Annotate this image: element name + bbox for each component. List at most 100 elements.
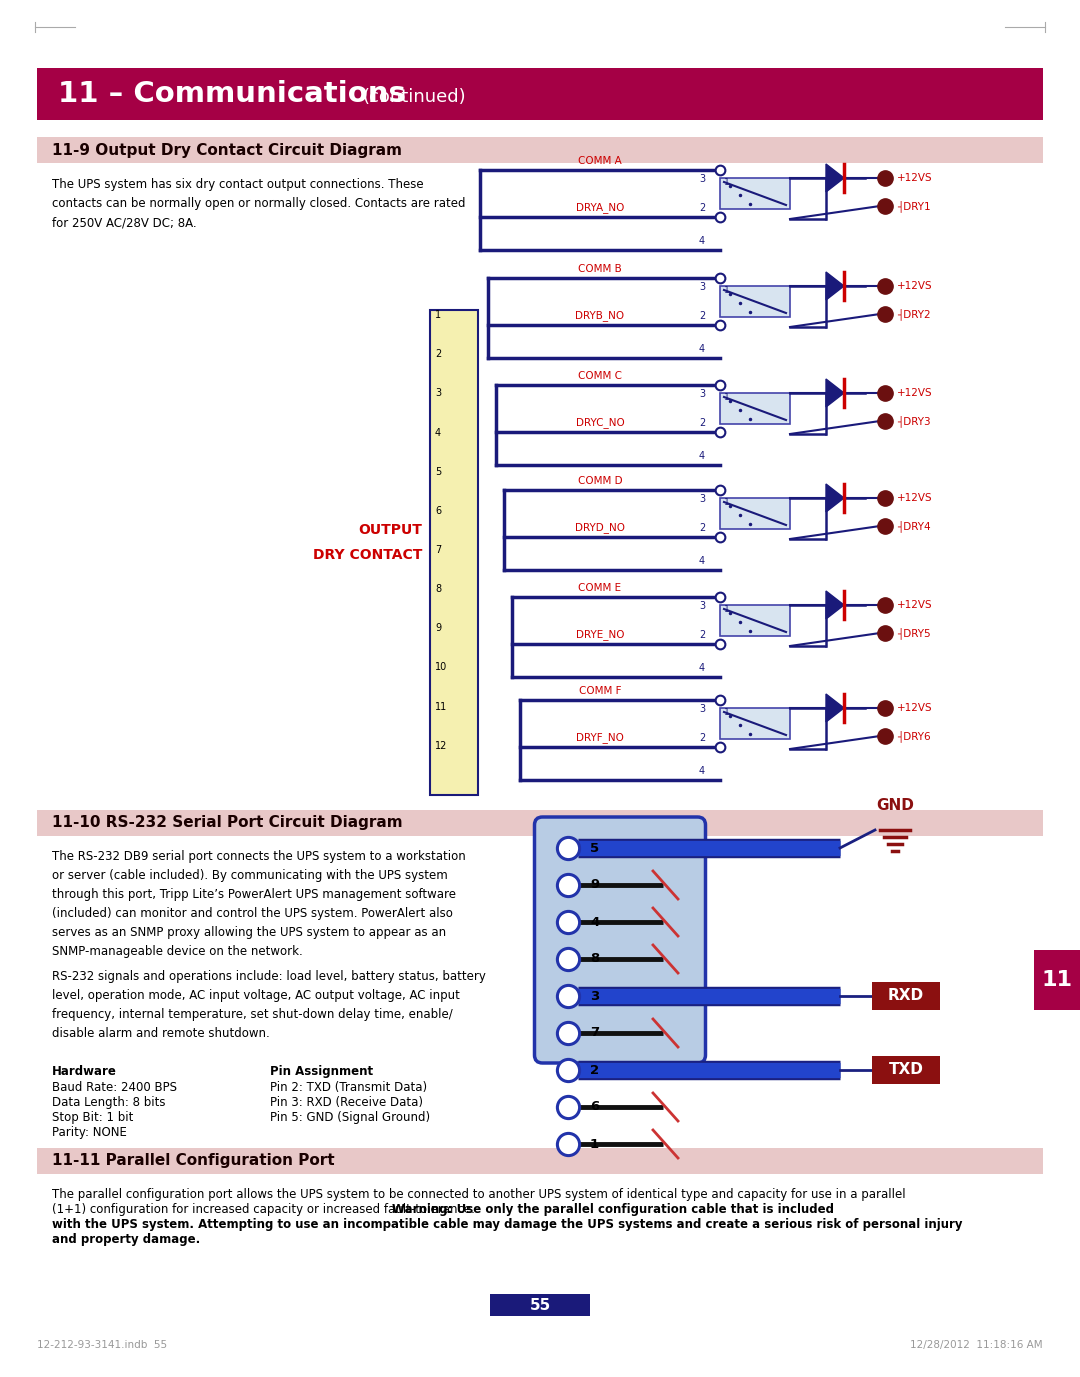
Text: 9: 9 xyxy=(435,624,441,633)
Text: Warning: Use only the parallel configuration cable that is included: Warning: Use only the parallel configura… xyxy=(392,1203,834,1216)
Text: 4: 4 xyxy=(699,452,705,461)
Text: 4: 4 xyxy=(699,556,705,566)
Bar xyxy=(37,1148,1043,1175)
Text: 11-10 RS-232 Serial Port Circuit Diagram: 11-10 RS-232 Serial Port Circuit Diagram xyxy=(52,815,403,830)
Text: 11-11 Parallel Configuration Port: 11-11 Parallel Configuration Port xyxy=(52,1154,335,1169)
Text: 3: 3 xyxy=(699,600,705,611)
Text: 6: 6 xyxy=(435,505,441,516)
Text: 1: 1 xyxy=(724,286,730,295)
Text: 2: 2 xyxy=(590,1063,599,1077)
Text: Data Length: 8 bits: Data Length: 8 bits xyxy=(52,1096,165,1108)
Text: (continued): (continued) xyxy=(363,88,467,106)
Text: +12VS: +12VS xyxy=(897,493,933,503)
Bar xyxy=(720,286,789,317)
Text: 4: 4 xyxy=(699,662,705,673)
Text: 4: 4 xyxy=(590,916,599,928)
Text: 2: 2 xyxy=(699,311,705,321)
Text: +12VS: +12VS xyxy=(897,600,933,610)
Bar xyxy=(720,498,789,529)
Text: ┤DRY3: ┤DRY3 xyxy=(897,414,931,427)
Text: 9: 9 xyxy=(590,879,599,891)
Text: The parallel configuration port allows the UPS system to be connected to another: The parallel configuration port allows t… xyxy=(52,1188,906,1201)
Bar xyxy=(720,178,789,209)
Text: 3: 3 xyxy=(699,388,705,399)
Polygon shape xyxy=(826,164,843,191)
Text: 3: 3 xyxy=(699,494,705,504)
Text: Pin 5: GND (Signal Ground): Pin 5: GND (Signal Ground) xyxy=(270,1111,430,1124)
Text: 4: 4 xyxy=(435,427,441,438)
Polygon shape xyxy=(826,273,843,300)
Text: 1: 1 xyxy=(724,605,730,614)
Text: 5: 5 xyxy=(435,467,442,476)
Text: COMM F: COMM F xyxy=(579,686,621,695)
Text: DRYD_NO: DRYD_NO xyxy=(575,522,625,533)
Text: 7: 7 xyxy=(590,1026,599,1040)
Bar xyxy=(720,392,789,424)
Bar xyxy=(430,310,478,795)
Text: 1: 1 xyxy=(724,392,730,402)
Text: 2: 2 xyxy=(699,631,705,640)
Polygon shape xyxy=(826,591,843,620)
Text: ┤DRY1: ┤DRY1 xyxy=(897,200,931,212)
Text: COMM E: COMM E xyxy=(579,582,622,593)
Text: DRYB_NO: DRYB_NO xyxy=(576,310,624,321)
Text: DRYA_NO: DRYA_NO xyxy=(576,202,624,213)
Text: 1: 1 xyxy=(724,498,730,507)
Text: 10: 10 xyxy=(435,662,447,672)
Text: 12/28/2012  11:18:16 AM: 12/28/2012 11:18:16 AM xyxy=(910,1340,1043,1349)
Text: 8: 8 xyxy=(435,584,441,593)
Text: ┤DRY6: ┤DRY6 xyxy=(897,730,931,742)
Text: 4: 4 xyxy=(699,766,705,777)
Bar xyxy=(37,136,1043,162)
Text: COMM C: COMM C xyxy=(578,370,622,381)
Text: COMM D: COMM D xyxy=(578,476,622,486)
Text: 2: 2 xyxy=(435,350,442,359)
Text: 11: 11 xyxy=(1041,969,1072,990)
Text: OUTPUT: OUTPUT xyxy=(359,523,422,537)
Text: 1: 1 xyxy=(724,708,730,717)
Text: TXD: TXD xyxy=(889,1063,923,1077)
Bar xyxy=(720,605,789,636)
Text: with the UPS system. Attempting to use an incompatible cable may damage the UPS : with the UPS system. Attempting to use a… xyxy=(52,1219,962,1231)
Text: 1: 1 xyxy=(590,1137,599,1151)
Text: 11-9 Output Dry Contact Circuit Diagram: 11-9 Output Dry Contact Circuit Diagram xyxy=(52,142,402,157)
Bar xyxy=(37,67,1043,120)
Text: COMM B: COMM B xyxy=(578,264,622,274)
Text: 11 – Communications: 11 – Communications xyxy=(58,80,406,107)
Text: DRYE_NO: DRYE_NO xyxy=(576,629,624,640)
Text: 7: 7 xyxy=(435,545,442,555)
Text: +12VS: +12VS xyxy=(897,174,933,183)
Text: 3: 3 xyxy=(699,282,705,292)
Bar xyxy=(872,1056,940,1084)
Text: 3: 3 xyxy=(435,388,441,398)
Text: 12-212-93-3141.indb  55: 12-212-93-3141.indb 55 xyxy=(37,1340,167,1349)
Polygon shape xyxy=(826,483,843,512)
Bar xyxy=(1034,950,1080,1009)
Text: ┤DRY2: ┤DRY2 xyxy=(897,308,931,319)
Text: and property damage.: and property damage. xyxy=(52,1232,200,1246)
Text: ┤DRY4: ┤DRY4 xyxy=(897,521,931,532)
Text: GND: GND xyxy=(876,799,914,812)
Text: Parity: NONE: Parity: NONE xyxy=(52,1126,126,1139)
Text: 3: 3 xyxy=(590,990,599,1002)
Polygon shape xyxy=(826,694,843,722)
Text: 11: 11 xyxy=(435,702,447,712)
Text: +12VS: +12VS xyxy=(897,281,933,291)
Polygon shape xyxy=(826,379,843,408)
Bar xyxy=(872,982,940,1009)
Bar xyxy=(720,708,789,739)
Text: 1: 1 xyxy=(724,178,730,187)
Bar xyxy=(490,1294,590,1316)
Text: 2: 2 xyxy=(699,733,705,744)
Text: +12VS: +12VS xyxy=(897,704,933,713)
Text: 12: 12 xyxy=(435,741,447,750)
Text: 6: 6 xyxy=(590,1100,599,1114)
Text: 3: 3 xyxy=(699,174,705,185)
Text: 2: 2 xyxy=(699,202,705,213)
Text: The UPS system has six dry contact output connections. These
contacts can be nor: The UPS system has six dry contact outpu… xyxy=(52,178,465,229)
Text: 5: 5 xyxy=(590,841,599,855)
Text: DRY CONTACT: DRY CONTACT xyxy=(312,548,422,562)
Bar xyxy=(37,810,1043,836)
Text: 8: 8 xyxy=(590,953,599,965)
Text: (1+1) configuration for increased capacity or increased fault-tolerance.: (1+1) configuration for increased capaci… xyxy=(52,1203,478,1216)
